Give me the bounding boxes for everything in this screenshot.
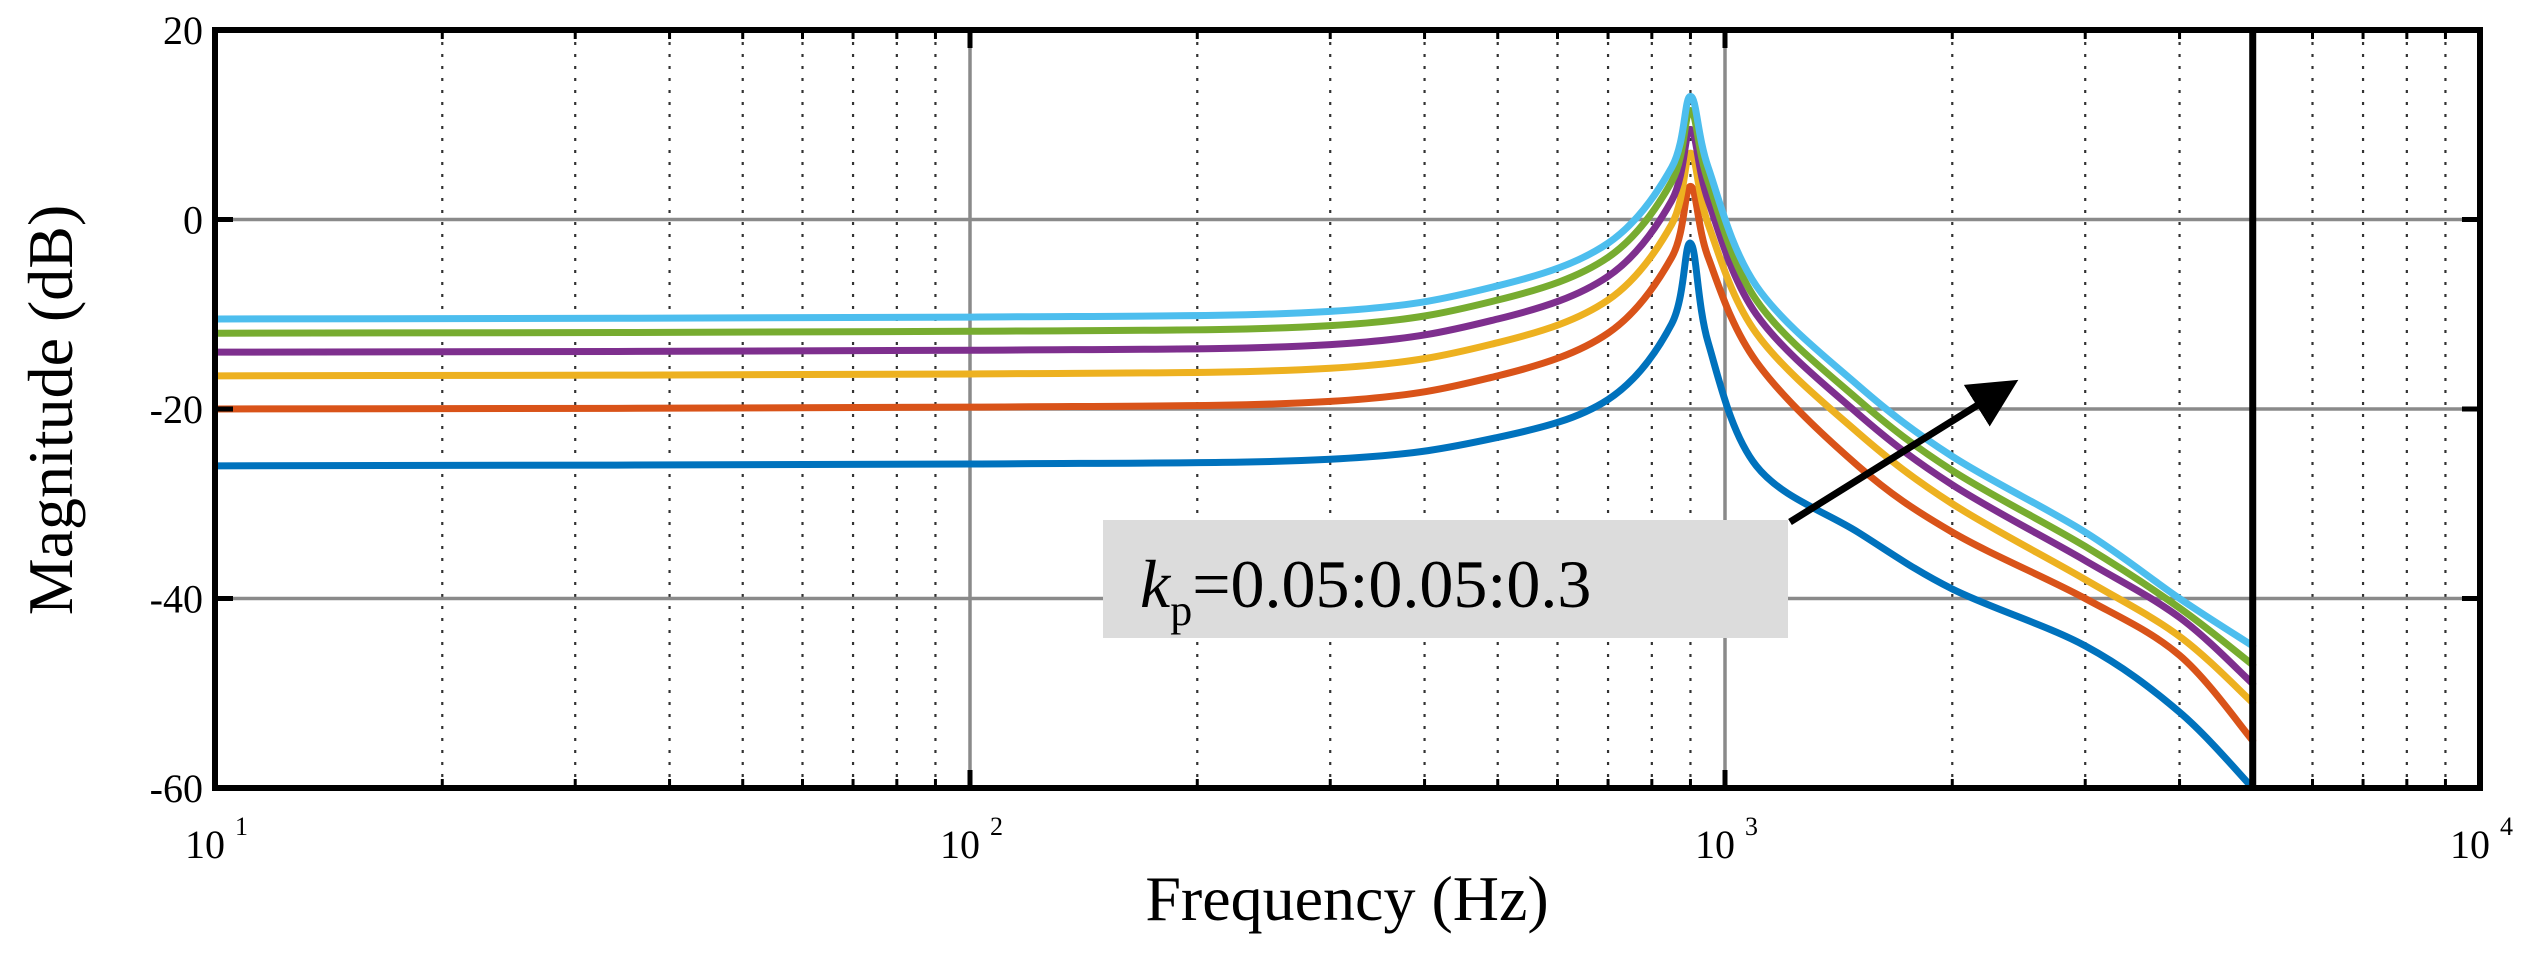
y-tick-label: 0	[183, 198, 203, 243]
series-line	[215, 125, 2257, 688]
annotation-arrow	[1788, 379, 2019, 525]
annotation-box	[1103, 520, 1788, 638]
y-axis-label: Magnitude (dB)	[15, 205, 86, 616]
axis-ticks: 20 0 -20 -40 -60 10 1 10 2 10 3 10 4	[150, 8, 2513, 867]
x-tick-exponent: 3	[1745, 812, 1758, 841]
x-tick-label: 10	[1695, 822, 1735, 867]
x-tick-exponent: 2	[990, 812, 1003, 841]
series-line	[215, 149, 2257, 707]
y-tick-label: -40	[150, 577, 203, 622]
x-tick-label: 10	[185, 822, 225, 867]
x-axis-label: Frequency (Hz)	[1145, 863, 1548, 934]
annotation-text: kp=0.05:0.05:0.3	[1140, 546, 1591, 635]
y-tick-label: 20	[163, 8, 203, 53]
series-line	[215, 239, 2257, 788]
annotation-rest: =0.05:0.05:0.3	[1192, 546, 1591, 622]
series-line	[215, 92, 2257, 650]
x-tick-exponent: 4	[2500, 812, 2513, 841]
kp-annotation: kp=0.05:0.05:0.3	[1103, 379, 2019, 638]
x-tick-exponent: 1	[235, 812, 248, 841]
x-tick-label: 10	[2450, 822, 2490, 867]
series-lines	[215, 92, 2257, 788]
y-tick-label: -60	[150, 766, 203, 811]
y-tick-label: -20	[150, 387, 203, 432]
series-line	[215, 182, 2257, 745]
x-tick-label: 10	[940, 822, 980, 867]
annotation-subscript: p	[1170, 586, 1192, 635]
annotation-k: k	[1140, 546, 1172, 622]
